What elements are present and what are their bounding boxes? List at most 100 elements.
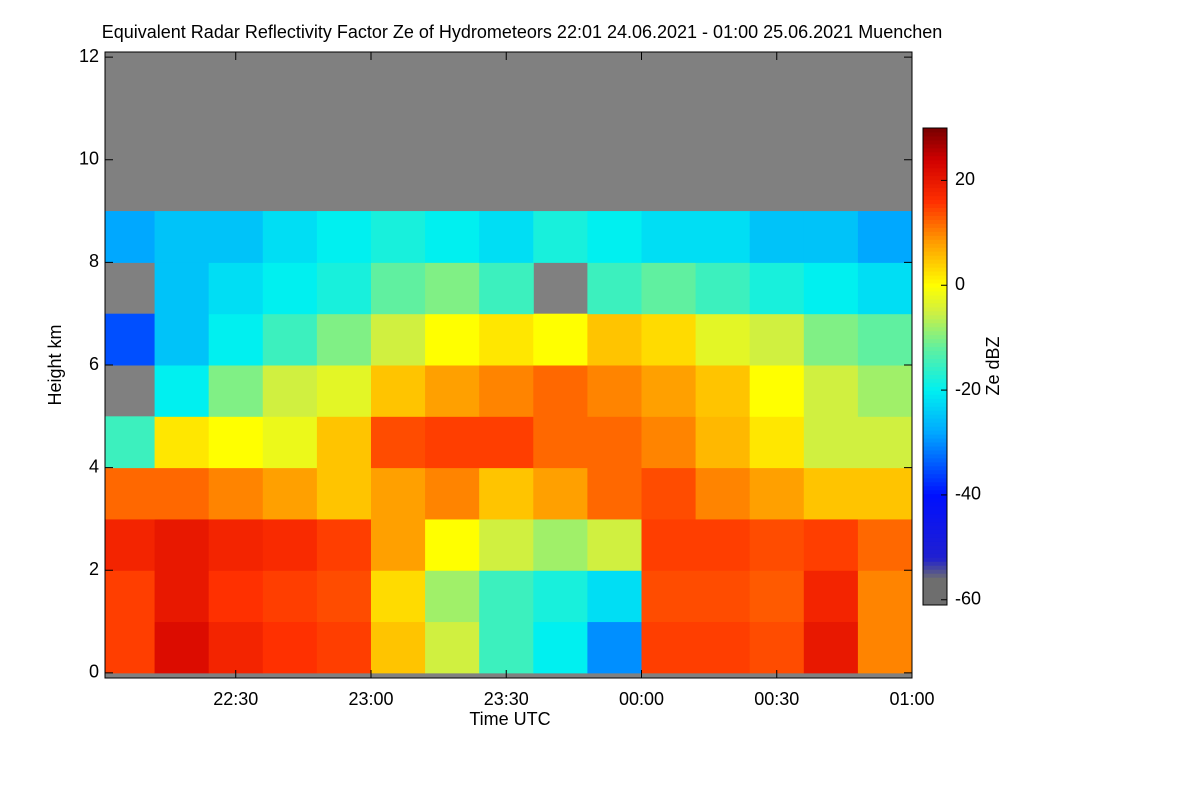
- heatmap-cell: [587, 416, 642, 469]
- heatmap-cell: [154, 518, 210, 571]
- heatmap-cell: [370, 467, 426, 520]
- colorbar-strip: [923, 430, 947, 435]
- heatmap-cell: [533, 518, 588, 571]
- heatmap-cell: [208, 416, 264, 469]
- colorbar-strip: [923, 179, 947, 185]
- colorbar-strip: [923, 442, 947, 447]
- heatmap-cell: [479, 262, 534, 315]
- colorbar-strip: [923, 139, 947, 145]
- colorbar-strip: [923, 247, 947, 252]
- heatmap-cell: [803, 518, 859, 571]
- heatmap-cell: [641, 211, 697, 263]
- y-axis-label: Height km: [45, 324, 65, 405]
- colorbar-strip: [923, 553, 947, 558]
- heatmap-cell: [857, 467, 913, 520]
- colorbar-strip: [923, 290, 947, 296]
- heatmap-cell: [370, 621, 426, 674]
- colorbar-strip: [923, 525, 947, 530]
- colorbar-strip: [923, 128, 947, 133]
- colorbar-strip: [923, 255, 947, 260]
- heatmap-cell: [425, 365, 480, 417]
- colorbar-strip: [923, 151, 947, 157]
- colorbar-strip: [923, 235, 947, 240]
- colorbar-strip: [923, 342, 947, 348]
- colorbar-strip: [923, 207, 947, 212]
- colorbar-strip: [923, 183, 947, 189]
- heatmap-cell: [262, 262, 318, 315]
- x-axis-label: Time UTC: [469, 709, 550, 729]
- heatmap-cell: [641, 313, 697, 366]
- colorbar-strip: [923, 354, 947, 360]
- y-tick-label: 2: [89, 559, 99, 579]
- colorbar-strip: [923, 159, 947, 165]
- colorbar-strip: [923, 203, 947, 208]
- colorbar-strip: [923, 223, 947, 228]
- heatmap-cell: [749, 570, 805, 623]
- colorbar-strip: [923, 481, 947, 487]
- heatmap-cell: [425, 621, 480, 674]
- heatmap-cell: [533, 416, 588, 469]
- colorbar-strip: [923, 358, 947, 364]
- heatmap-cell: [370, 365, 426, 417]
- heatmap-cell: [105, 467, 156, 520]
- heatmap-cell: [803, 313, 859, 366]
- colorbar-strip: [923, 545, 947, 550]
- colorbar-strip: [923, 346, 947, 352]
- colorbar-strip: [923, 557, 947, 562]
- heatmap-cell: [208, 262, 264, 315]
- colorbar-strip: [923, 326, 947, 332]
- heatmap-cell: [587, 621, 642, 674]
- colorbar-strip: [923, 414, 947, 419]
- colorbar-strip: [923, 271, 947, 276]
- heatmap-cell: [370, 211, 426, 263]
- heatmap-cell: [749, 518, 805, 571]
- colorbar-strip: [923, 390, 947, 395]
- colorbar-strip: [923, 171, 947, 177]
- heatmap-cell: [695, 570, 751, 623]
- heatmap-cell: [533, 570, 588, 623]
- heatmap-cell: [262, 570, 318, 623]
- heatmap-cell: [587, 467, 642, 520]
- heatmap-cell: [857, 211, 913, 263]
- heatmap-cell: [262, 518, 318, 571]
- colorbar-tick-label: -20: [955, 379, 981, 399]
- heatmap-cell: [749, 262, 805, 315]
- colorbar-strip: [923, 453, 947, 459]
- colorbar-strip: [923, 517, 947, 523]
- heatmap-cell: [749, 467, 805, 520]
- colorbar-strip: [923, 322, 947, 328]
- colorbar-strip: [923, 581, 947, 586]
- heatmap-cell: [533, 365, 588, 417]
- heatmap-cell: [641, 518, 697, 571]
- colorbar-strip: [923, 219, 947, 224]
- colorbar-strip: [923, 402, 947, 407]
- colorbar-strip: [923, 338, 947, 344]
- heatmap-cell: [105, 621, 156, 674]
- colorbar-strip: [923, 175, 947, 181]
- colorbar-strip: [923, 279, 947, 284]
- colorbar-strip: [923, 501, 947, 507]
- colorbar-strip: [923, 231, 947, 236]
- colorbar-strip: [923, 350, 947, 356]
- heatmap-cell: [425, 467, 480, 520]
- colorbar-strip: [923, 362, 947, 367]
- colorbar-strip: [923, 410, 947, 415]
- colorbar-strip: [923, 330, 947, 336]
- colorbar-strip: [923, 263, 947, 268]
- heatmap-cell: [803, 365, 859, 417]
- heatmap-cell: [479, 211, 534, 263]
- colorbar-strip: [923, 163, 947, 169]
- heatmap-cell: [425, 570, 480, 623]
- heatmap-cell: [370, 518, 426, 571]
- heatmap-cell: [316, 313, 372, 366]
- heatmap-cell: [262, 416, 318, 469]
- heatmap-cell: [803, 621, 859, 674]
- heatmap-cell: [425, 211, 480, 263]
- heatmap-cell: [641, 570, 697, 623]
- colorbar-strip: [923, 438, 947, 443]
- heatmap-cell: [695, 518, 751, 571]
- heatmap-cell: [208, 621, 264, 674]
- heatmap-cell: [749, 365, 805, 417]
- heatmap-cell: [154, 262, 210, 315]
- colorbar-strip: [923, 366, 947, 371]
